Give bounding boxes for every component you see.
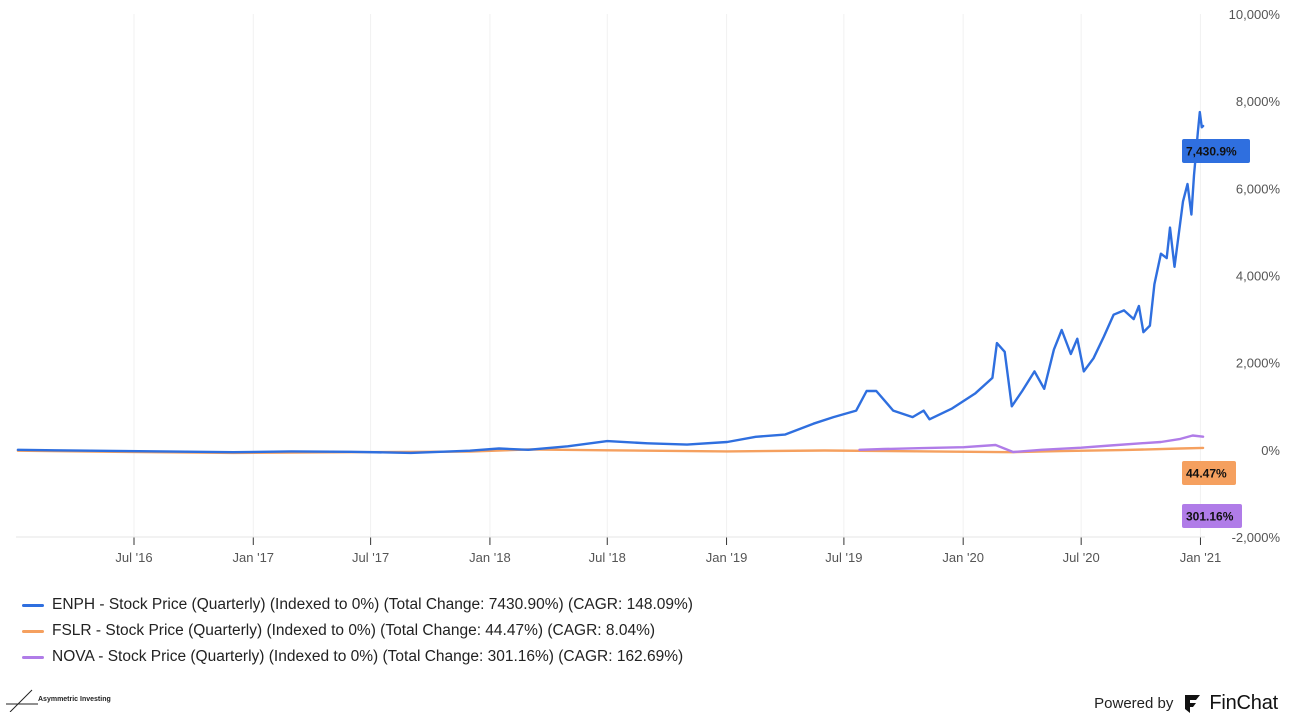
legend: ENPH - Stock Price (Quarterly) (Indexed …: [22, 592, 693, 670]
x-tick-label: Jul '17: [352, 550, 389, 565]
asymmetric-investing-logo-mark: [6, 689, 38, 712]
y-tick-label: 8,000%: [1236, 94, 1281, 109]
legend-swatch-fslr: [22, 629, 44, 633]
y-axis: 10,000% 8,000% 6,000% 4,000% 2,000% 0% -2,000%: [1229, 7, 1281, 545]
y-tick-label: 2,000%: [1236, 356, 1281, 371]
y-tick-label: -2,000%: [1232, 530, 1281, 545]
y-tick-label: 0%: [1261, 443, 1280, 458]
powered-by-label: Powered by: [1094, 695, 1174, 712]
end-label-fslr: 44.47%: [1182, 461, 1236, 485]
line-chart: Jul '16 Jan '17 Jul '17 Jan '18 Jul '18 Jan '…: [16, 7, 1281, 565]
x-axis: Jul '16 Jan '17 Jul '17 Jan '18 Jul '18 Jan '…: [16, 536, 1222, 565]
y-tick-label: 6,000%: [1236, 181, 1281, 196]
series-line-nova: [858, 434, 1205, 454]
x-tick-label: Jul '16: [115, 550, 152, 565]
end-label-nova: 301.16%: [1182, 504, 1242, 528]
finchat-logo-icon: [1185, 694, 1201, 713]
series-line-enph: [16, 110, 1205, 455]
asymmetric-investing-logo-text: Asymmetric Investing: [38, 696, 111, 703]
finchat-brand-name: FinChat: [1209, 692, 1278, 714]
legend-label-nova: NOVA - Stock Price (Quarterly) (Indexed …: [52, 648, 684, 665]
legend-label-fslr: FSLR - Stock Price (Quarterly) (Indexed …: [52, 622, 656, 639]
legend-item-fslr[interactable]: FSLR - Stock Price (Quarterly) (Indexed …: [22, 618, 693, 644]
end-label-bg-nova: [1182, 504, 1242, 528]
end-label-text-enph: 7,430.9%: [1186, 145, 1237, 159]
legend-swatch-nova: [22, 655, 44, 659]
x-tick-label: Jan '19: [706, 550, 748, 565]
x-tick-label: Jul '19: [825, 550, 862, 565]
legend-swatch-enph: [22, 603, 44, 607]
legend-label-enph: ENPH - Stock Price (Quarterly) (Indexed …: [52, 596, 693, 613]
y-tick-label: 10,000%: [1229, 7, 1281, 22]
x-tick-label: Jan '21: [1180, 550, 1222, 565]
x-tick-label: Jan '20: [942, 550, 984, 565]
x-tick-label: Jul '20: [1063, 550, 1100, 565]
series-lines: [16, 110, 1205, 455]
end-label-bg-enph: [1182, 139, 1250, 163]
powered-by-finchat: Powered by FinChat: [1094, 692, 1278, 715]
legend-item-nova[interactable]: NOVA - Stock Price (Quarterly) (Indexed …: [22, 644, 693, 670]
x-tick-label: Jul '18: [589, 550, 626, 565]
end-label-enph: 7,430.9%: [1182, 139, 1250, 163]
end-labels: 7,430.9% 44.47% 301.16%: [1182, 139, 1250, 528]
x-tick-label: Jan '17: [233, 550, 275, 565]
grid-lines: [133, 14, 1201, 537]
x-tick-label: Jan '18: [469, 550, 511, 565]
end-label-bg-fslr: [1182, 461, 1236, 485]
y-tick-label: 4,000%: [1236, 269, 1281, 284]
asymmetric-investing-logo: Asymmetric Investing: [6, 688, 116, 714]
end-label-text-fslr: 44.47%: [1186, 467, 1227, 481]
legend-item-enph[interactable]: ENPH - Stock Price (Quarterly) (Indexed …: [22, 592, 693, 618]
end-label-text-nova: 301.16%: [1186, 510, 1234, 524]
